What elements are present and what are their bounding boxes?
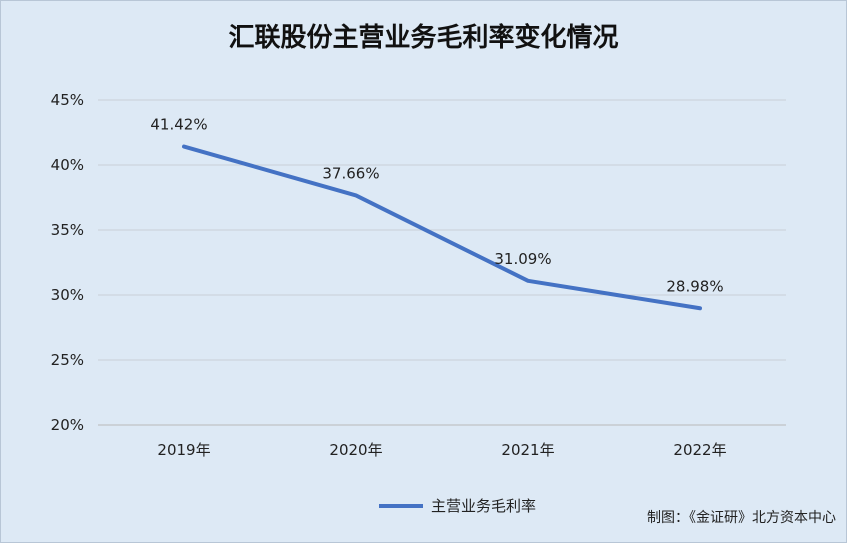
credit-text: 制图：《金证研》北方资本中心 bbox=[647, 510, 836, 526]
data-label: 28.98% bbox=[666, 277, 723, 295]
y-tick-label: 45% bbox=[51, 91, 84, 109]
y-tick-label: 30% bbox=[51, 286, 84, 304]
chart-title: 汇联股份主营业务毛利率变化情况 bbox=[228, 23, 619, 53]
legend-label: 主营业务毛利率 bbox=[431, 497, 537, 515]
data-label: 41.42% bbox=[150, 116, 207, 134]
data-label: 37.66% bbox=[322, 164, 379, 182]
data-label: 31.09% bbox=[494, 250, 551, 268]
x-tick-label: 2022年 bbox=[673, 441, 726, 459]
series-line bbox=[182, 144, 702, 311]
y-tick-label: 20% bbox=[51, 416, 84, 434]
legend: 主营业务毛利率 bbox=[379, 495, 536, 516]
y-tick-label: 25% bbox=[51, 351, 84, 369]
y-tick-label: 35% bbox=[51, 221, 84, 239]
x-tick-label: 2019年 bbox=[157, 441, 210, 459]
x-tick-label: 2020年 bbox=[329, 441, 382, 459]
x-tick-label: 2021年 bbox=[501, 441, 554, 459]
y-tick-label: 40% bbox=[51, 156, 84, 174]
legend-swatch bbox=[379, 503, 423, 508]
